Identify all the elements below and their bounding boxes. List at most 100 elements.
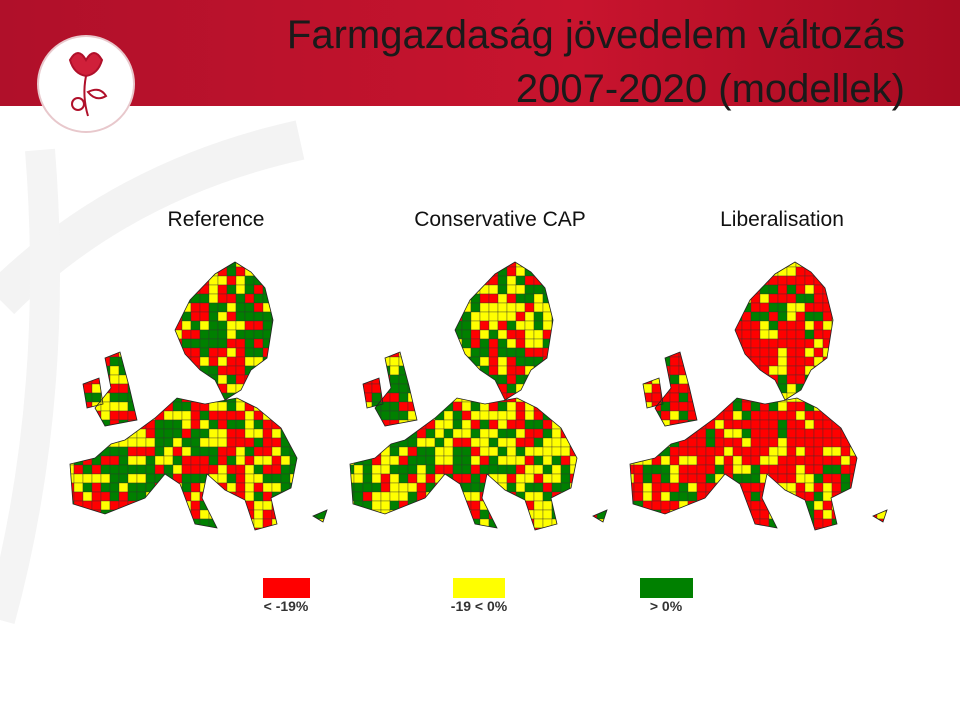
region [109, 302, 120, 313]
region [678, 473, 689, 484]
region [136, 464, 147, 475]
region [533, 329, 544, 340]
region [425, 266, 436, 277]
region [605, 482, 607, 493]
region [181, 356, 192, 367]
region [425, 320, 436, 331]
region [876, 356, 887, 367]
region [136, 410, 147, 421]
region [91, 500, 102, 511]
region [316, 464, 327, 475]
region [633, 410, 644, 421]
region [741, 518, 752, 529]
region [389, 365, 400, 376]
region [371, 446, 382, 457]
region [244, 392, 255, 403]
region [705, 302, 716, 313]
region [515, 473, 526, 484]
region [235, 464, 246, 475]
region [497, 262, 508, 268]
region [885, 446, 887, 457]
region [316, 437, 327, 448]
region [298, 329, 309, 340]
region [786, 473, 797, 484]
region [714, 455, 725, 466]
region [822, 262, 833, 268]
region [714, 266, 725, 277]
region [551, 383, 562, 394]
region [307, 302, 318, 313]
region [669, 266, 680, 277]
region [669, 446, 680, 457]
region [876, 320, 887, 331]
region [596, 329, 607, 340]
region [732, 365, 743, 376]
region [316, 365, 327, 376]
region [298, 455, 309, 466]
region [380, 527, 391, 530]
region [253, 500, 264, 511]
region [73, 293, 84, 304]
region [350, 527, 355, 530]
region [280, 266, 291, 277]
region [461, 284, 472, 295]
region [362, 464, 373, 475]
region [551, 482, 562, 493]
region [578, 338, 589, 349]
region [678, 284, 689, 295]
region [371, 428, 382, 439]
region [100, 464, 111, 475]
region [226, 293, 237, 304]
region [461, 419, 472, 430]
region [524, 500, 535, 511]
region [741, 419, 752, 430]
region [633, 356, 644, 367]
region [407, 293, 418, 304]
region [651, 302, 662, 313]
region [443, 518, 454, 529]
region [488, 338, 499, 349]
region [867, 527, 878, 530]
region [70, 374, 75, 385]
region [182, 537, 191, 546]
region [262, 428, 273, 439]
region [307, 329, 318, 340]
region [669, 365, 680, 376]
region [217, 374, 228, 385]
region [298, 284, 309, 295]
region [118, 262, 129, 268]
region [217, 464, 228, 475]
region [687, 455, 698, 466]
region [217, 455, 228, 466]
region [678, 446, 689, 457]
region [750, 455, 761, 466]
region [569, 338, 580, 349]
region [154, 455, 165, 466]
region [660, 464, 671, 475]
region [307, 320, 318, 331]
region [244, 464, 255, 475]
region [127, 293, 138, 304]
region [461, 437, 472, 448]
region [849, 401, 860, 412]
region [443, 410, 454, 421]
region [578, 262, 589, 268]
region [263, 537, 272, 546]
region [831, 329, 842, 340]
region [280, 356, 291, 367]
region [208, 266, 219, 277]
region [434, 338, 445, 349]
region [325, 275, 327, 286]
region [298, 392, 309, 403]
region [73, 446, 84, 457]
region [705, 401, 716, 412]
region [154, 509, 165, 520]
region [235, 500, 246, 511]
region [768, 392, 779, 403]
region [696, 509, 707, 520]
region [706, 537, 715, 546]
region [262, 500, 273, 511]
region [389, 320, 400, 331]
region [596, 455, 607, 466]
region [678, 518, 689, 529]
